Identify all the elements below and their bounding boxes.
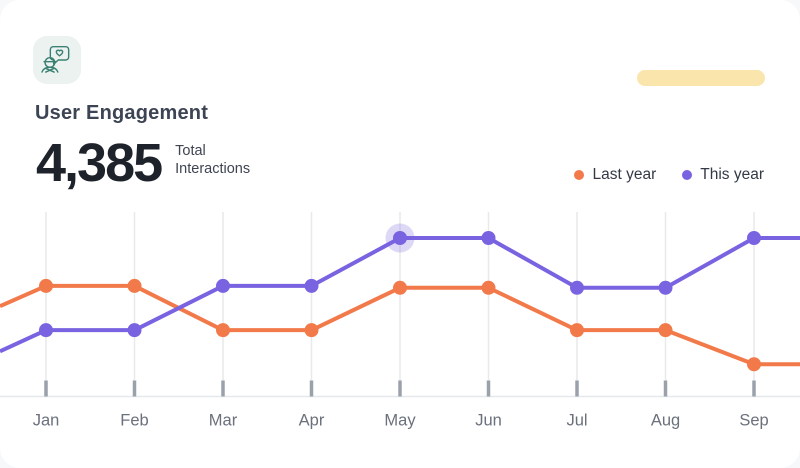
data-point-this-year-feb[interactable] <box>127 323 142 338</box>
chat-heart-icon <box>41 45 70 73</box>
person-shoulders <box>41 66 59 73</box>
legend-item-last-year[interactable]: Last year <box>574 166 656 184</box>
month-label: Jul <box>566 412 587 430</box>
data-point-last-year-aug[interactable] <box>658 323 673 338</box>
month-label: Apr <box>299 412 325 430</box>
last-year-dot-icon <box>574 170 585 180</box>
engagement-line-chart[interactable]: Jan Feb Mar Apr May Jun Jul Aug Sep <box>0 200 800 468</box>
data-point-this-year-aug[interactable] <box>658 280 673 295</box>
legend-item-label: Last year <box>592 166 657 183</box>
legend-item-label: This year <box>700 166 764 183</box>
data-point-this-year-apr[interactable] <box>304 278 319 293</box>
stat-row: 4,385 Total Interactions <box>36 133 275 193</box>
data-point-this-year-jun[interactable] <box>481 231 496 246</box>
data-point-this-year-sep[interactable] <box>747 231 761 246</box>
highlight-pill <box>637 70 765 86</box>
month-label: Feb <box>120 412 148 430</box>
data-point-last-year-jan[interactable] <box>39 278 53 293</box>
chart-legend: Last year This year <box>574 166 764 184</box>
month-label: Jun <box>475 412 502 430</box>
month-label: Aug <box>651 412 680 430</box>
month-label: Jan <box>33 412 60 430</box>
speech-bubble-shape <box>49 45 70 65</box>
engagement-icon-box <box>33 36 81 84</box>
data-point-this-year-jul[interactable] <box>570 280 584 295</box>
person-arm-right <box>44 67 55 73</box>
data-point-this-year-mar[interactable] <box>216 278 230 293</box>
data-point-last-year-jun[interactable] <box>481 280 496 295</box>
data-point-last-year-jul[interactable] <box>570 323 584 338</box>
month-label: Sep <box>739 412 768 430</box>
data-point-last-year-may[interactable] <box>393 280 407 295</box>
data-point-last-year-apr[interactable] <box>304 323 319 338</box>
data-point-last-year-feb[interactable] <box>127 278 142 293</box>
data-point-this-year-may[interactable] <box>393 231 407 246</box>
stat-label: Total Interactions <box>175 143 251 177</box>
heart-shape <box>55 49 64 57</box>
data-point-last-year-sep[interactable] <box>747 357 761 372</box>
this-year-dot-icon <box>682 170 693 180</box>
month-label: Mar <box>209 412 238 430</box>
month-label: May <box>384 412 416 430</box>
data-point-last-year-mar[interactable] <box>216 323 230 338</box>
data-point-this-year-jan[interactable] <box>39 323 53 338</box>
legend-item-this-year[interactable]: This year <box>682 166 764 184</box>
page-title: User Engagement <box>35 102 209 124</box>
stat-value: 4,385 <box>36 133 163 193</box>
